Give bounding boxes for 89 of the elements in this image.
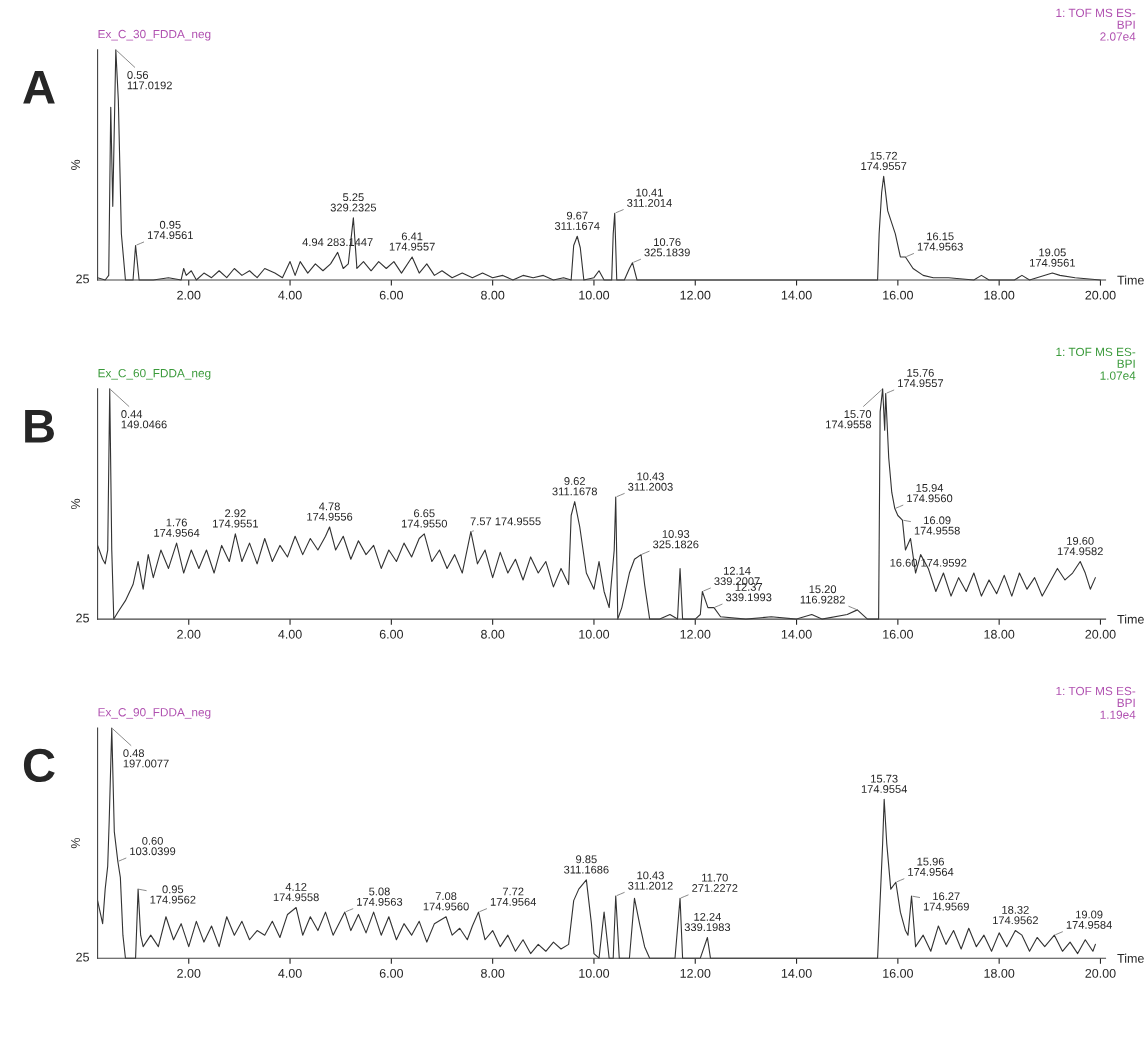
text: A — [23, 70, 55, 104]
text: 25 — [76, 274, 89, 284]
x-tick-label: 2.00 — [177, 968, 201, 978]
annotation: 19.05 174.9561 — [1030, 248, 1075, 267]
x-tick-label: 16.00 — [883, 629, 914, 639]
x-tick-label: 20.00 — [1085, 968, 1116, 978]
x-axis-title: Time — [1117, 275, 1144, 285]
x-tick-label: 10.00 — [579, 968, 610, 978]
x-tick-label: 18.00 — [984, 968, 1015, 978]
annotation: 0.95 174.9562 — [150, 885, 196, 904]
annotation: 15.20 116.9282 — [800, 585, 845, 604]
text: B — [25, 410, 54, 443]
annotation: 4.12 174.9558 — [273, 882, 319, 902]
annotation: 9.85 311.1686 — [564, 855, 609, 874]
annotation: 12.24 339.1983 — [684, 912, 731, 932]
x-tick-label: 2.00 — [177, 629, 201, 639]
x-axis-title: Time — [1117, 614, 1144, 624]
annotation: 15.73 174.9554 — [861, 774, 908, 793]
x-tick-label: 8.00 — [481, 290, 505, 300]
annotation: 7.08 174.9560 — [423, 892, 469, 911]
x-tick-label: 14.00 — [781, 968, 812, 978]
annotation: 0.48 197.0077 — [123, 749, 169, 768]
x-tick-label: 12.00 — [680, 290, 711, 300]
x-tick-label: 14.00 — [781, 290, 812, 300]
chart-subtitle: 1: TOF MS ES- BPI 1.19e4 — [1056, 686, 1136, 719]
annotation: 9.67 311.1674 — [554, 211, 600, 230]
annotation: 18.32 174.9562 — [993, 905, 1038, 925]
annotation: 7.72 174.9564 — [490, 887, 537, 906]
annotation: 15.70 174.9558 — [826, 410, 872, 429]
annotation: 16.15 174.9563 — [917, 232, 963, 251]
annotation: 6.41 174.9557 — [389, 232, 435, 251]
text: C — [23, 748, 55, 783]
chart-subtitle: 1: TOF MS ES- BPI 2.07e4 — [1056, 8, 1136, 41]
annotation: 15.76 174.9557 — [898, 368, 944, 388]
x-tick-label: 12.00 — [680, 968, 711, 978]
x-tick-label: 14.00 — [781, 629, 812, 639]
x-tick-label: 6.00 — [379, 629, 404, 639]
x-tick-label: 4.00 — [278, 290, 302, 300]
annotation: 15.72 174.9557 — [861, 151, 907, 171]
annotation: 16.27 174.9569 — [923, 892, 969, 911]
chart-title: Ex_C_30_FDDA_neg — [98, 29, 211, 41]
text: 25 — [76, 613, 89, 623]
annotation: 10.43 311.2003 — [628, 472, 673, 491]
x-tick-label: 4.00 — [278, 968, 302, 978]
annotation: 10.41 311.2014 — [627, 188, 672, 207]
x-tick-label: 18.00 — [984, 629, 1015, 639]
annotation: 19.60 174.9582 — [1057, 536, 1103, 556]
annotation: 0.95 174.9561 — [147, 220, 193, 240]
chart-subtitle: 1: TOF MS ES- BPI 1.07e4 — [1056, 347, 1136, 380]
annotation: 16.09 174.9558 — [914, 516, 960, 535]
annotation: 11.70 271.2272 — [692, 873, 738, 892]
annotation: 10.43 311.2012 — [628, 871, 673, 890]
x-tick-label: 20.00 — [1085, 290, 1116, 300]
x-tick-label: 16.00 — [883, 968, 914, 978]
x-tick-label: 8.00 — [481, 968, 505, 978]
annotation: 7.57 174.9555 — [470, 517, 541, 526]
annotation: 0.60 103.0399 — [130, 836, 176, 856]
text: 25 — [76, 952, 89, 962]
x-tick-label: 10.00 — [579, 290, 610, 300]
chart-title: Ex_C_60_FDDA_neg — [98, 368, 211, 380]
x-tick-label: 4.00 — [278, 629, 302, 639]
annotation: 6.65 174.9550 — [401, 509, 448, 528]
x-tick-label: 2.00 — [177, 290, 201, 300]
x-tick-label: 12.00 — [680, 629, 711, 639]
x-tick-label: 10.00 — [579, 629, 610, 639]
annotation: 5.08 174.9563 — [357, 887, 403, 906]
annotation: 5.25 329.2325 — [330, 193, 377, 212]
annotation: 4.78 174.9556 — [307, 502, 353, 521]
y-axis-title: % — [71, 159, 80, 170]
y-axis-title: % — [71, 498, 80, 510]
annotation: 0.56 117.0192 — [127, 71, 172, 90]
annotation: 9.62 311.1678 — [552, 477, 597, 496]
annotation: 2.92 174.9551 — [213, 509, 258, 528]
x-tick-label: 18.00 — [984, 290, 1015, 300]
annotation: 15.94 174.9560 — [907, 484, 953, 503]
annotation: 10.76 325.1839 — [644, 238, 690, 257]
x-tick-label: 8.00 — [481, 629, 505, 639]
chart-title: Ex_C_90_FDDA_neg — [98, 708, 211, 719]
annotation: 15.96 174.9564 — [908, 857, 954, 876]
x-axis-title: Time — [1117, 953, 1144, 963]
annotation: 19.09 174.9584 — [1066, 910, 1112, 929]
x-tick-label: 6.00 — [379, 290, 404, 300]
y-axis-title: % — [71, 837, 80, 849]
x-tick-label: 20.00 — [1085, 629, 1116, 639]
x-tick-label: 16.00 — [883, 290, 914, 300]
annotation: 10.93 325.1826 — [653, 530, 699, 549]
annotation: 0.44 149.0466 — [121, 410, 167, 429]
x-tick-label: 6.00 — [379, 968, 404, 978]
annotation: 1.76 174.9564 — [154, 518, 200, 537]
